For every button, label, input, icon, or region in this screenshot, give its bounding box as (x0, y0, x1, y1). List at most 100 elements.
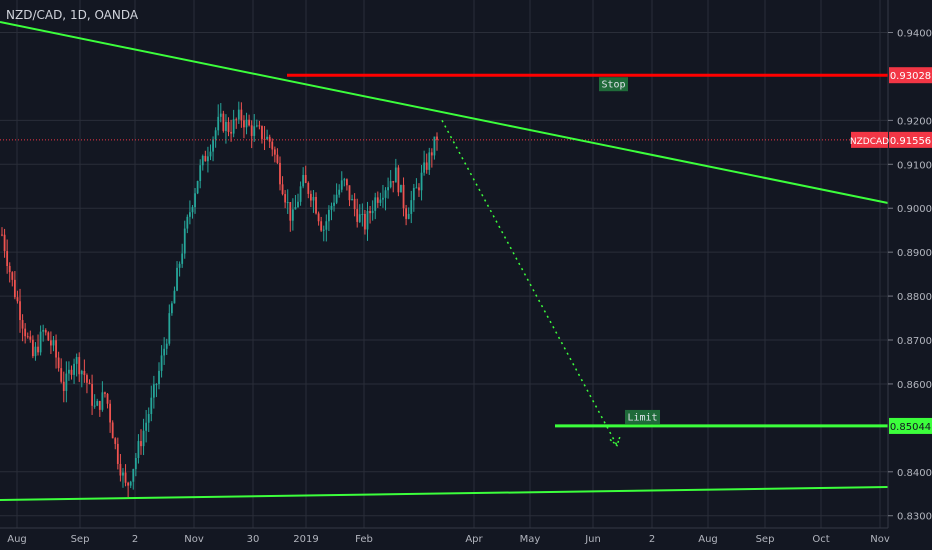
candle-body (86, 375, 88, 383)
candle-body (212, 139, 214, 152)
candle-body (418, 187, 420, 191)
candle-body (340, 180, 343, 190)
candles (1, 101, 438, 498)
candle-body (150, 397, 153, 415)
candle-body (222, 113, 225, 131)
candle-body (397, 167, 400, 193)
candle-body (188, 212, 191, 217)
candle-body (333, 202, 335, 206)
candle-body (315, 196, 317, 214)
candle-body (253, 126, 256, 136)
candle-body (410, 200, 413, 214)
grid (0, 0, 888, 528)
candle-body (98, 401, 101, 410)
candle-body (62, 381, 65, 391)
candle-body (346, 179, 348, 186)
candle-body (394, 167, 397, 183)
time-axis[interactable] (0, 528, 888, 550)
time-tick-label: 30 (247, 534, 260, 545)
time-tick-label: Aug (698, 534, 718, 545)
candle-body (351, 198, 353, 201)
candle-body (250, 125, 253, 136)
candle-body (392, 181, 395, 183)
candle-body (268, 136, 271, 142)
projection-line[interactable] (441, 120, 618, 446)
candle-body (186, 216, 189, 229)
candle-body (50, 340, 52, 346)
candle-body (158, 370, 160, 385)
candle-body (163, 348, 166, 356)
candle-body (140, 441, 142, 447)
candle-body (376, 197, 379, 203)
candle-body (132, 469, 135, 482)
candle-body (289, 202, 292, 221)
candle-body (21, 320, 24, 329)
candle-body (330, 205, 333, 210)
candle-body (37, 346, 39, 353)
candle-body (8, 266, 11, 273)
candle-body (73, 363, 75, 375)
candle-body (402, 184, 405, 209)
candle-body (281, 184, 284, 195)
candle-body (353, 198, 356, 210)
candle-body (44, 330, 47, 333)
candle-body (433, 136, 436, 156)
candle-body (114, 438, 117, 444)
candle-body (122, 472, 124, 476)
candle-body (116, 443, 119, 464)
candle-body (366, 211, 369, 230)
candle-body (129, 481, 132, 486)
candle-body (42, 330, 45, 332)
candle-body (309, 193, 312, 201)
candle-body (39, 331, 42, 353)
candle-body (24, 328, 27, 337)
candle-body (60, 368, 63, 382)
candle-body (19, 301, 21, 321)
candle-body (70, 369, 73, 375)
price-axis[interactable] (888, 0, 932, 528)
candle-body (217, 116, 220, 131)
candle-body (6, 251, 9, 267)
time-tick-label: May (520, 534, 541, 545)
candle-body (134, 457, 137, 470)
candle-body (338, 189, 341, 195)
candle-body (356, 209, 359, 222)
candle-body (261, 126, 263, 139)
candle-body (26, 336, 29, 338)
candle-body (145, 422, 148, 431)
candle-body (284, 194, 287, 203)
candle-body (255, 125, 258, 127)
time-tick-labels: Aug Sep 2 Nov 30 2019 Feb Apr May Jun 2 Aug Sep Oct No… (7, 534, 890, 545)
candle-body (3, 234, 6, 252)
drawings[interactable]: Stop Limit (0, 21, 889, 501)
lower-trendline[interactable] (0, 486, 889, 501)
time-tick-label: 2019 (293, 534, 318, 545)
candle-body (415, 187, 418, 189)
candle-body (374, 197, 377, 211)
candle-body (245, 119, 248, 128)
candle-body (68, 369, 70, 374)
candle-body (142, 430, 145, 447)
stop-label: Stop (601, 80, 625, 91)
candle-body (379, 199, 382, 203)
candle-body (294, 207, 297, 210)
candle-body (387, 187, 389, 191)
candle-body (75, 357, 78, 364)
candle-body (34, 346, 37, 357)
candle-body (1, 234, 3, 236)
upper-trendline[interactable] (0, 21, 889, 204)
candle-body (209, 151, 212, 157)
price-label-value: 0.93028 (890, 71, 931, 82)
stop-label-box (599, 77, 628, 92)
time-tick-label: Oct (812, 534, 829, 545)
candle-body (191, 207, 194, 213)
